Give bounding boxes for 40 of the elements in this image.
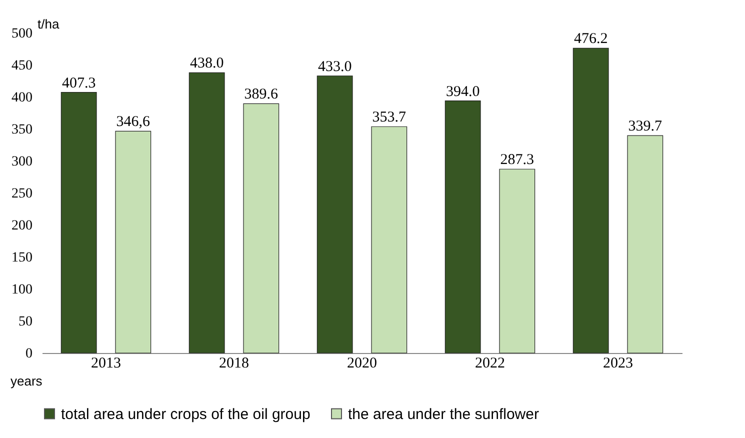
- y-tick-label: 200: [12, 218, 32, 234]
- data-label: 339.7: [628, 118, 663, 135]
- y-tick-label: 400: [12, 90, 32, 106]
- x-tick-label: 2022: [475, 356, 505, 372]
- data-label: 389.6: [244, 86, 279, 103]
- bar: [572, 48, 609, 354]
- data-label: 433.0: [318, 58, 352, 75]
- y-tick-label: 500: [12, 26, 32, 42]
- data-label: 287.3: [500, 152, 534, 168]
- y-tick-label: 450: [12, 58, 32, 74]
- data-label: 438.0: [190, 56, 224, 72]
- y-axis-title: t/ha: [38, 16, 60, 32]
- x-tick-label: 2013: [91, 356, 121, 372]
- bar: [243, 103, 280, 354]
- x-tick-label: 2023: [603, 356, 633, 372]
- bar: [499, 168, 536, 354]
- bar: [627, 135, 664, 354]
- y-tick-label: 300: [12, 154, 32, 170]
- data-label: 394.0: [446, 84, 480, 100]
- x-tick-label: 2018: [219, 356, 249, 372]
- y-tick-label: 350: [12, 122, 32, 138]
- data-label: 346,6: [116, 114, 151, 130]
- legend-label: the area under the sunflower: [348, 406, 539, 423]
- y-tick-label: 0: [26, 346, 32, 362]
- legend-label: total area under crops of the oil group: [61, 406, 310, 423]
- y-tick-label: 150: [12, 250, 32, 266]
- bar: [115, 130, 152, 354]
- bar: [316, 76, 353, 354]
- y-tick-label: 50: [18, 314, 32, 330]
- data-label: 407.3: [62, 75, 96, 92]
- bar: [60, 92, 97, 354]
- data-label: 353.7: [372, 110, 407, 126]
- data-label: 476.2: [574, 31, 608, 48]
- y-tick-label: 250: [12, 186, 32, 202]
- bar: [188, 72, 225, 354]
- y-tick-label: 100: [12, 282, 32, 298]
- bar: [371, 126, 408, 354]
- bar: [444, 100, 481, 354]
- x-tick-label: 2020: [347, 356, 377, 372]
- x-axis-title: years: [10, 374, 43, 388]
